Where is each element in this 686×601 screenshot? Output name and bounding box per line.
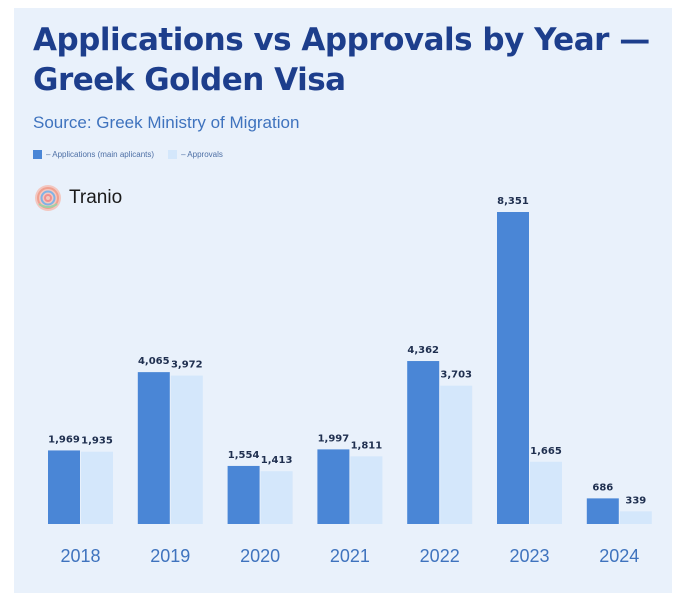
value-label-approvals-2022: 3,703 xyxy=(440,370,472,381)
bar-approvals-2022 xyxy=(440,385,473,524)
value-label-approvals-2020: 1,413 xyxy=(261,455,293,466)
x-tick-label-2020: 2020 xyxy=(240,546,280,566)
chart-title: Applications vs Approvals by Year — Gree… xyxy=(33,20,653,100)
value-label-approvals-2024: 339 xyxy=(625,495,646,506)
bar-applications-2021 xyxy=(317,449,350,524)
value-label-applications-2024: 686 xyxy=(592,482,613,493)
bar-applications-2018 xyxy=(48,450,80,524)
legend-item-approvals: – Approvals xyxy=(168,150,223,159)
value-label-applications-2019: 4,065 xyxy=(138,356,170,367)
x-tick-label-2023: 2023 xyxy=(509,546,549,566)
value-label-applications-2021: 1,997 xyxy=(318,433,350,444)
bar-approvals-2020 xyxy=(260,471,293,524)
value-label-approvals-2021: 1,811 xyxy=(351,440,383,451)
chart-subtitle: Source: Greek Ministry of Migration xyxy=(33,113,300,132)
value-label-approvals-2023: 1,665 xyxy=(530,446,562,457)
x-tick-label-2024: 2024 xyxy=(599,546,639,566)
x-tick-label-2022: 2022 xyxy=(420,546,460,566)
title-line-2: Greek Golden Visa xyxy=(33,62,346,98)
x-tick-label-2021: 2021 xyxy=(330,546,370,566)
chart-legend: – Applications (main aplicants) – Approv… xyxy=(33,150,237,159)
bar-approvals-2019 xyxy=(170,375,203,524)
title-line-1: Applications vs Approvals by Year — xyxy=(33,22,650,58)
brand-logo: Tranio xyxy=(33,183,122,213)
legend-swatch-applications xyxy=(33,150,42,159)
bar-applications-2020 xyxy=(227,465,260,524)
value-label-approvals-2018: 1,935 xyxy=(81,436,113,447)
x-tick-label-2018: 2018 xyxy=(60,546,100,566)
legend-item-applications: – Applications (main aplicants) xyxy=(33,150,154,159)
legend-label-applications: – Applications (main aplicants) xyxy=(46,150,155,159)
value-label-applications-2023: 8,351 xyxy=(497,196,529,207)
bar-applications-2023 xyxy=(497,212,529,524)
brand-name: Tranio xyxy=(69,187,123,208)
legend-swatch-approvals xyxy=(168,150,178,159)
value-label-applications-2020: 1,554 xyxy=(228,450,260,461)
fingerprint-logo-icon xyxy=(35,185,61,211)
bar-applications-2022 xyxy=(407,361,440,524)
bar-applications-2024 xyxy=(586,498,619,524)
bar-approvals-2021 xyxy=(350,456,383,524)
x-tick-label-2019: 2019 xyxy=(150,546,190,566)
bar-approvals-2024 xyxy=(619,511,652,524)
value-label-applications-2022: 4,362 xyxy=(407,345,439,356)
value-label-approvals-2019: 3,972 xyxy=(171,360,203,371)
bar-approvals-2023 xyxy=(530,461,562,524)
bar-approvals-2018 xyxy=(81,451,113,524)
legend-label-approvals: – Approvals xyxy=(181,150,223,159)
value-label-applications-2018: 1,969 xyxy=(48,434,80,445)
bar-applications-2019 xyxy=(137,372,170,524)
